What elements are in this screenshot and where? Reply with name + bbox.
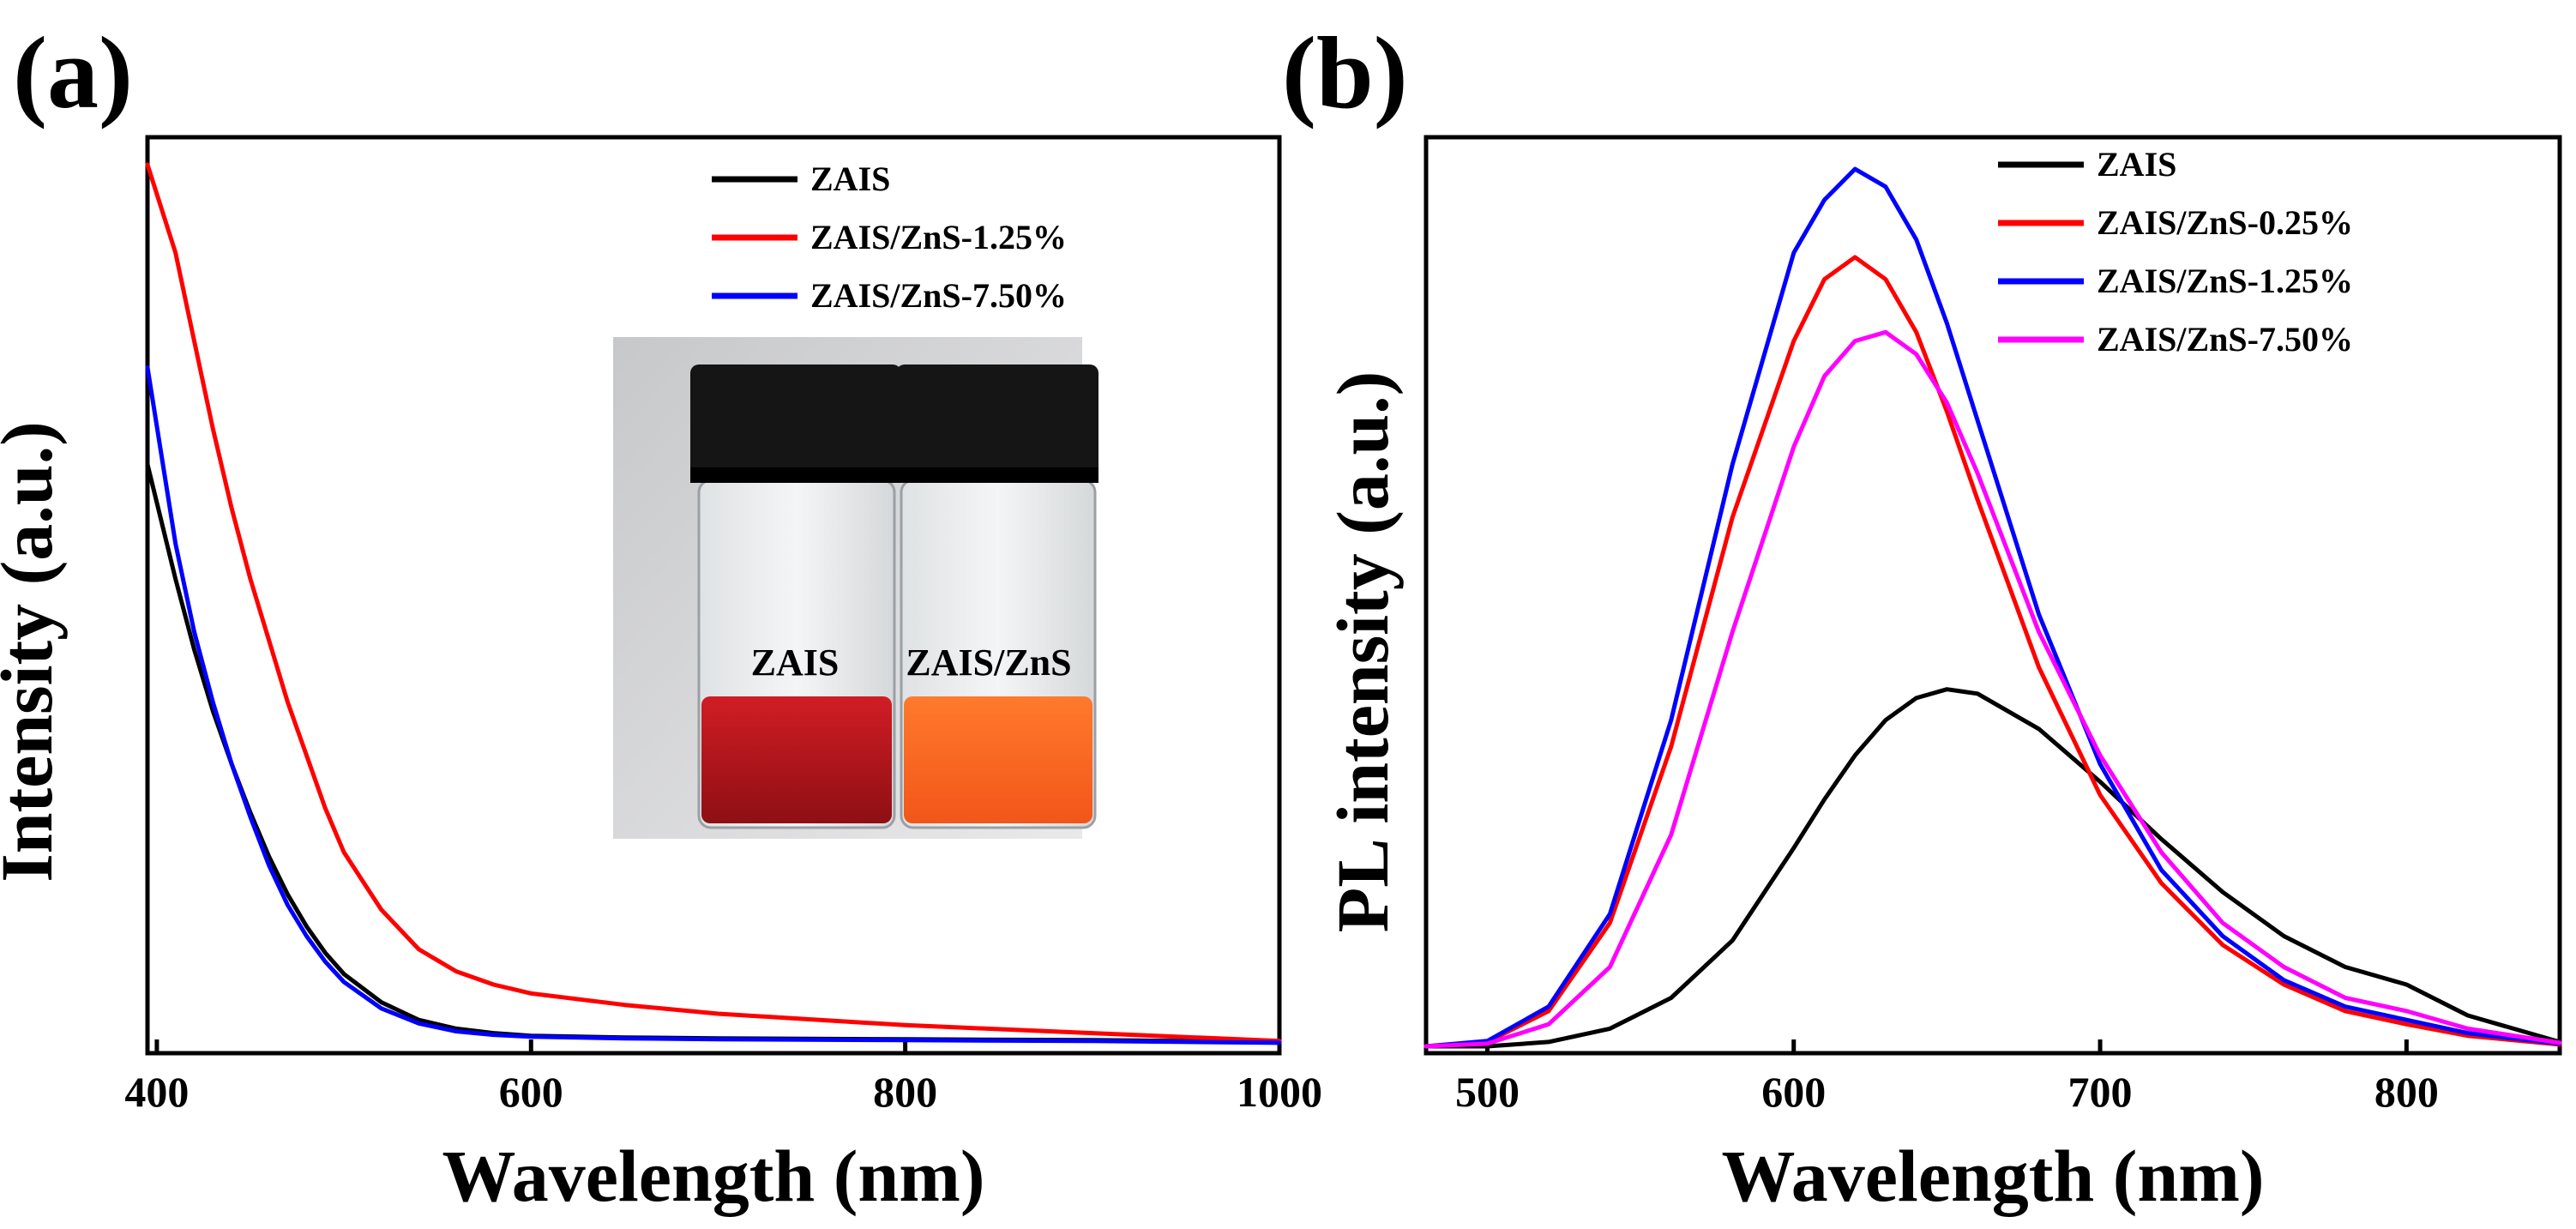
legend-label: ZAIS/ZnS-7.50%: [810, 276, 1067, 315]
inset-label-zais: ZAIS: [751, 642, 840, 684]
x-tick-label: 600: [1761, 1068, 1826, 1116]
left-vial-cap-rim: [690, 467, 901, 483]
legend-label: ZAIS/ZnS-1.25%: [2097, 262, 2353, 300]
right-vial-cap: [896, 364, 1098, 480]
panel-b-y-axis-title: PL intensity (a.u.): [1321, 371, 1404, 933]
series-line-4: [1423, 329, 2562, 1049]
legend-label: ZAIS: [2097, 145, 2176, 184]
panel-b: (b) PL intensity (a.u.) 500 600 700 800 ZAI…: [1282, 15, 2562, 1217]
x-tick-label: 500: [1455, 1068, 1520, 1116]
vials-photo-inset: ZAIS ZAIS/ZnS: [613, 337, 1098, 839]
series-line-2: [145, 162, 1282, 1044]
panel-a-label: (a): [13, 15, 133, 130]
legend-label: ZAIS/ZnS-1.25%: [810, 218, 1067, 256]
x-tick-label: 700: [2068, 1068, 2133, 1116]
x-tick-label: 1000: [1237, 1068, 1322, 1116]
series-line-1: [1423, 687, 2562, 1049]
x-tick-label: 600: [499, 1068, 563, 1116]
legend-label: ZAIS: [810, 160, 890, 198]
panel-a-y-axis-title: Intensity (a.u.): [0, 421, 68, 883]
legend-label: ZAIS/ZnS-7.50%: [2097, 320, 2353, 358]
x-tick-label: 800: [873, 1068, 937, 1116]
panel-a: (a) Intensity (a.u.): [0, 15, 1322, 1217]
panel-a-x-ticks: 400 600 800 1000: [124, 1039, 1322, 1116]
right-vial-liquid: [904, 696, 1092, 823]
panel-a-series: [145, 162, 1282, 1045]
panel-b-plot-frame: [1423, 135, 2562, 1056]
right-vial-cap-rim: [896, 467, 1098, 483]
series-line-3: [1423, 166, 2562, 1049]
panel-a-plot-frame: [145, 135, 1282, 1056]
legend-label: ZAIS/ZnS-0.25%: [2097, 203, 2353, 242]
inset-label-zais-zns: ZAIS/ZnS: [906, 642, 1071, 684]
series-line-3: [145, 364, 1282, 1045]
left-vial-cap: [690, 364, 901, 480]
panel-b-series: [1423, 166, 2562, 1049]
panel-b-x-axis-title: Wavelength (nm): [1721, 1135, 2264, 1217]
panel-a-x-axis-title: Wavelength (nm): [442, 1135, 984, 1217]
series-line-2: [1423, 255, 2562, 1049]
x-tick-label: 400: [124, 1068, 189, 1116]
panel-b-label: (b): [1282, 15, 1408, 130]
panel-b-legend: ZAIS ZAIS/ZnS-0.25% ZAIS/ZnS-1.25% ZAIS/ZnS…: [1998, 145, 2353, 358]
left-vial-liquid: [701, 696, 892, 823]
x-tick-label: 800: [2374, 1068, 2439, 1116]
panel-b-x-ticks: 500 600 700 800: [1455, 1039, 2439, 1116]
panel-a-legend: ZAIS ZAIS/ZnS-1.25% ZAIS/ZnS-7.50%: [712, 160, 1067, 315]
